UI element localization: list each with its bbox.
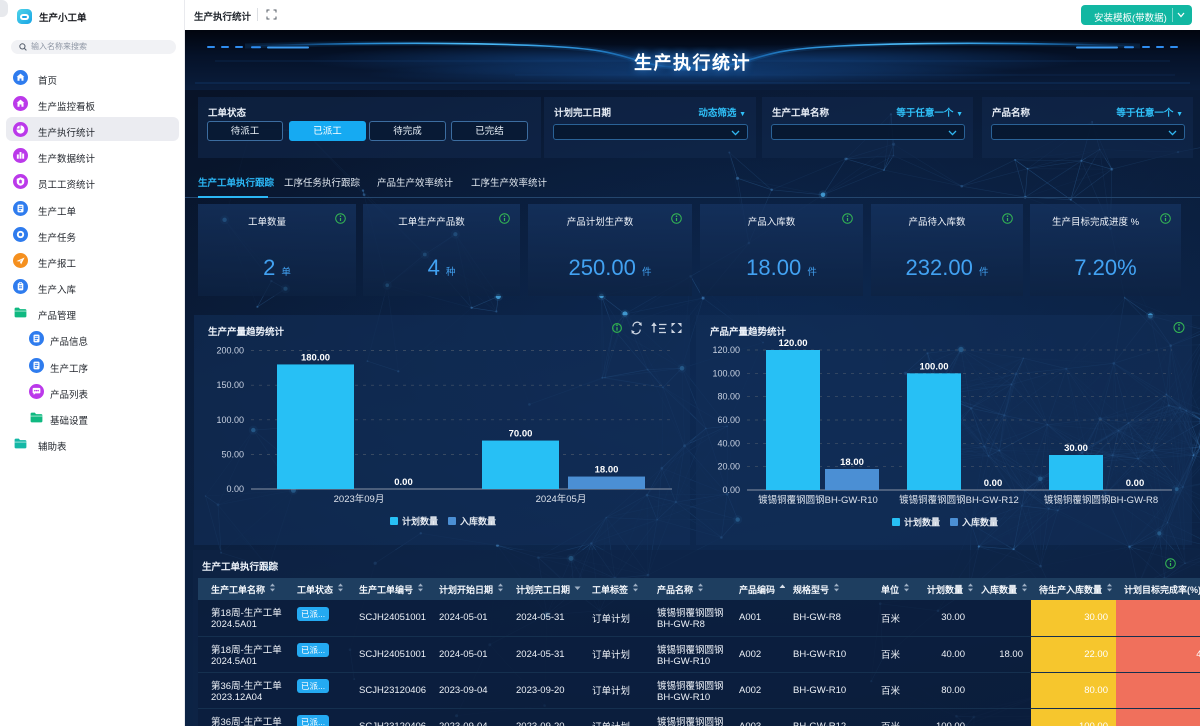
svg-text:70.00: 70.00 xyxy=(509,429,533,440)
svg-text:120.00: 120.00 xyxy=(778,338,807,349)
svg-text:0.00: 0.00 xyxy=(394,477,413,488)
svg-text:18.00: 18.00 xyxy=(595,465,619,476)
svg-text:60.00: 60.00 xyxy=(717,415,740,425)
svg-text:80.00: 80.00 xyxy=(717,392,740,402)
svg-text:入库数量: 入库数量 xyxy=(961,517,998,528)
svg-text:0.00: 0.00 xyxy=(984,478,1003,489)
svg-text:2024年05月: 2024年05月 xyxy=(536,493,587,505)
svg-text:100.00: 100.00 xyxy=(919,361,948,372)
svg-text:20.00: 20.00 xyxy=(717,462,740,472)
svg-text:40.00: 40.00 xyxy=(717,438,740,448)
svg-text:150.00: 150.00 xyxy=(216,380,244,390)
svg-text:计划数量: 计划数量 xyxy=(904,517,940,528)
svg-text:0.00: 0.00 xyxy=(722,485,740,495)
svg-text:入库数量: 入库数量 xyxy=(459,516,496,527)
svg-text:镀锡铜覆钢圆钢BH-GW-R10: 镀锡铜覆钢圆钢BH-GW-R10 xyxy=(758,494,878,506)
svg-text:100.00: 100.00 xyxy=(216,415,244,425)
svg-text:50.00: 50.00 xyxy=(221,449,244,459)
svg-text:18.00: 18.00 xyxy=(840,457,864,468)
svg-text:30.00: 30.00 xyxy=(1064,443,1088,454)
svg-text:120.00: 120.00 xyxy=(712,345,740,355)
svg-text:200.00: 200.00 xyxy=(216,346,244,356)
svg-text:镀锡铜覆钢圆钢BH-GW-R12: 镀锡铜覆钢圆钢BH-GW-R12 xyxy=(899,494,1019,506)
svg-text:180.00: 180.00 xyxy=(301,352,330,363)
svg-text:2023年09月: 2023年09月 xyxy=(334,493,385,505)
svg-text:计划数量: 计划数量 xyxy=(402,516,438,527)
svg-text:100.00: 100.00 xyxy=(712,368,740,378)
svg-text:0.00: 0.00 xyxy=(226,484,244,494)
svg-text:0.00: 0.00 xyxy=(1126,478,1145,489)
svg-text:镀锡铜覆钢圆钢BH-GW-R8: 镀锡铜覆钢圆钢BH-GW-R8 xyxy=(1044,494,1158,506)
